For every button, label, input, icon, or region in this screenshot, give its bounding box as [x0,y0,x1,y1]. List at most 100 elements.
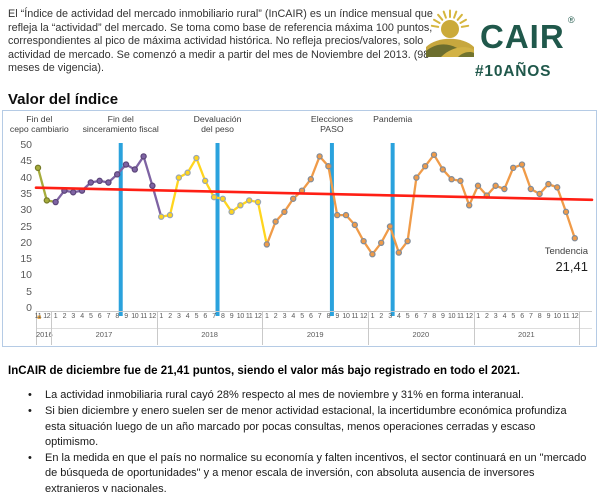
chart-frame [2,110,597,347]
month-tick-label: 9 [335,313,339,320]
month-tick-label: 11 [351,313,359,320]
data-point-2021 [554,184,561,191]
data-point-2017 [52,198,59,206]
data-point-2017 [149,182,156,189]
last-value-label: 21,41 [555,259,588,274]
data-point-2017 [140,153,147,160]
data-point-2018 [175,174,182,181]
month-tick-label: 9 [546,313,551,320]
month-tick-label: 12 [43,313,51,320]
data-point-2019 [307,176,314,183]
y-tick-label: 40 [20,171,32,184]
month-tick-label: 7 [317,313,322,320]
y-tick-label: 25 [20,220,32,233]
month-tick-label: 6 [520,313,524,320]
data-point-2018 [254,198,262,206]
bullet-icon: • [28,452,32,465]
sun-fields-icon [426,9,474,57]
y-tick-label: 20 [20,236,32,249]
month-tick-label: 9 [441,313,445,320]
year-label-2018: 2018 [201,330,218,339]
data-point-2019 [263,241,270,248]
data-point-2017 [131,166,138,173]
year-label-2020: 2020 [412,330,430,339]
year-label-2019: 2019 [306,330,324,339]
month-tick-label: 3 [177,313,181,320]
axis-mid-line [36,328,592,329]
month-tick-label: 5 [89,313,93,320]
month-tick-label: 10 [131,313,139,320]
event-label-fin-cepo: Fin del cepo cambiario [9,114,69,135]
month-tick-label: 8 [115,313,119,320]
data-point-2018 [237,202,244,209]
trend-line [34,186,594,202]
data-point-2019 [351,221,358,229]
month-tick-label: 6 [414,313,419,320]
data-point-2020 [395,249,402,256]
y-tick-label: 35 [20,187,32,200]
year-label-2021: 2021 [518,330,535,339]
index-description: El “Índice de actividad del mercado inmo… [8,8,433,75]
year-separator [36,311,37,345]
year-label-2016: 2016 [36,330,53,339]
month-tick-label: 7 [423,313,427,320]
summary-headline: InCAIR de diciembre fue de 21,41 puntos,… [8,365,520,377]
data-point-2019 [281,208,288,216]
data-point-2018 [201,177,209,185]
data-point-2017 [105,179,112,186]
bullet-icon: • [28,389,32,401]
month-tick-label: 7 [529,313,533,320]
analysis-bullets: • La actividad inmobiliaria rural cayó 2… [28,388,588,492]
month-tick-label: 12 [465,313,473,320]
y-tick-label: 10 [20,269,32,282]
cair-logo: CAIR ® #10AÑOS [425,5,597,85]
y-tick-label: 50 [20,139,32,151]
data-point-2017 [69,189,77,196]
month-tick-label: 8 [326,313,331,320]
month-tick-label: 3 [71,313,75,320]
month-tick-label: 7 [212,313,216,320]
data-point-2019 [290,195,297,202]
month-tick-label: 10 [553,313,561,320]
data-point-2021 [527,185,535,193]
cair-logo-graphic: CAIR ® #10AÑOS [426,9,575,80]
year-separator [156,311,158,345]
data-point-2021 [562,208,570,216]
month-tick-label: 10 [342,313,350,320]
month-tick-label: 3 [388,313,392,320]
data-point-2021 [518,161,526,168]
month-tick-label: 4 [397,313,401,320]
year-separator [473,311,475,345]
data-point-2020 [466,202,473,209]
data-point-2020 [386,223,394,230]
data-point-2016 [43,197,51,204]
data-point-2020 [369,251,376,258]
month-tick-label: 8 [432,313,436,320]
year-separator [51,311,53,345]
year-separator [368,311,369,345]
data-point-2018 [210,193,218,201]
trend-line-label: Tendencia [544,246,588,257]
event-label-fin-sinceramiento: Fin del sinceramiento fiscal [82,114,159,135]
series-line-2016 [36,166,57,204]
month-tick-label: 8 [221,313,225,320]
y-tick-label: 0 [26,302,32,314]
stray-marker [37,315,41,319]
event-label-devaluacion-peso: Devaluación del peso [193,114,242,135]
incair-line-chart [34,143,594,319]
bullet-icon: • [28,405,32,418]
month-tick-label: 10 [448,313,456,320]
data-point-2019 [325,162,332,170]
month-tick-label: 12 [360,313,368,320]
month-tick-label: 8 [537,313,542,320]
bullet-text: En la medida en que el país no normalice… [45,452,587,492]
series-line-2019 [265,155,374,256]
data-point-2021 [510,164,517,172]
month-tick-label: 1 [159,313,163,320]
data-point-2020 [457,177,464,185]
data-point-2018 [157,213,165,220]
month-tick-label: 4 [185,313,190,320]
year-label-2017: 2017 [95,330,113,339]
data-point-2021 [545,180,552,188]
